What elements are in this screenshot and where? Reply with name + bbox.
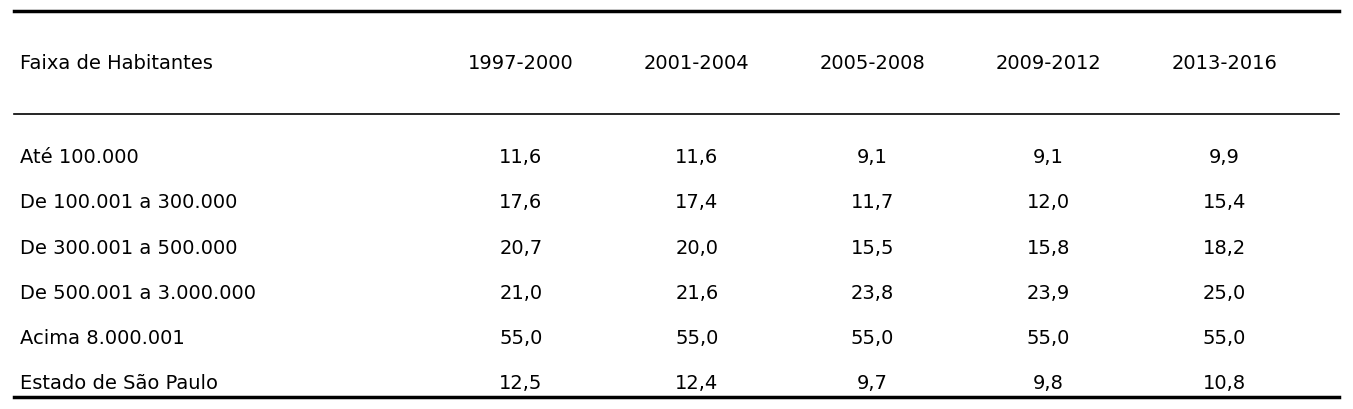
Text: 23,8: 23,8 [851, 283, 894, 302]
Text: 21,0: 21,0 [499, 283, 543, 302]
Text: Até 100.000: Até 100.000 [20, 148, 139, 167]
Text: 17,4: 17,4 [675, 193, 718, 212]
Text: 11,7: 11,7 [851, 193, 894, 212]
Text: 15,8: 15,8 [1027, 238, 1070, 257]
Text: 10,8: 10,8 [1203, 373, 1246, 392]
Text: 2001-2004: 2001-2004 [644, 54, 750, 73]
Text: Acima 8.000.001: Acima 8.000.001 [20, 328, 185, 347]
Text: 9,8: 9,8 [1034, 373, 1063, 392]
Text: 21,6: 21,6 [675, 283, 718, 302]
Text: 15,5: 15,5 [851, 238, 894, 257]
Text: 11,6: 11,6 [499, 148, 543, 167]
Text: 23,9: 23,9 [1027, 283, 1070, 302]
Text: 55,0: 55,0 [1027, 328, 1070, 347]
Text: De 500.001 a 3.000.000: De 500.001 a 3.000.000 [20, 283, 256, 302]
Text: 55,0: 55,0 [499, 328, 543, 347]
Text: 9,7: 9,7 [858, 373, 888, 392]
Text: 2013-2016: 2013-2016 [1172, 54, 1277, 73]
Text: 9,9: 9,9 [1210, 148, 1239, 167]
Text: 20,0: 20,0 [675, 238, 718, 257]
Text: 2005-2008: 2005-2008 [820, 54, 925, 73]
Text: 12,4: 12,4 [675, 373, 718, 392]
Text: 9,1: 9,1 [1034, 148, 1063, 167]
Text: Estado de São Paulo: Estado de São Paulo [20, 373, 218, 392]
Text: 20,7: 20,7 [499, 238, 543, 257]
Text: 55,0: 55,0 [675, 328, 718, 347]
Text: 1997-2000: 1997-2000 [468, 54, 574, 73]
Text: 11,6: 11,6 [675, 148, 718, 167]
Text: 9,1: 9,1 [858, 148, 888, 167]
Text: 55,0: 55,0 [1203, 328, 1246, 347]
Text: De 300.001 a 500.000: De 300.001 a 500.000 [20, 238, 238, 257]
Text: 2009-2012: 2009-2012 [996, 54, 1101, 73]
Text: 12,0: 12,0 [1027, 193, 1070, 212]
Text: Faixa de Habitantes: Faixa de Habitantes [20, 54, 214, 73]
Text: 15,4: 15,4 [1203, 193, 1246, 212]
Text: De 100.001 a 300.000: De 100.001 a 300.000 [20, 193, 238, 212]
Text: 55,0: 55,0 [851, 328, 894, 347]
Text: 12,5: 12,5 [499, 373, 543, 392]
Text: 17,6: 17,6 [499, 193, 543, 212]
Text: 18,2: 18,2 [1203, 238, 1246, 257]
Text: 25,0: 25,0 [1203, 283, 1246, 302]
